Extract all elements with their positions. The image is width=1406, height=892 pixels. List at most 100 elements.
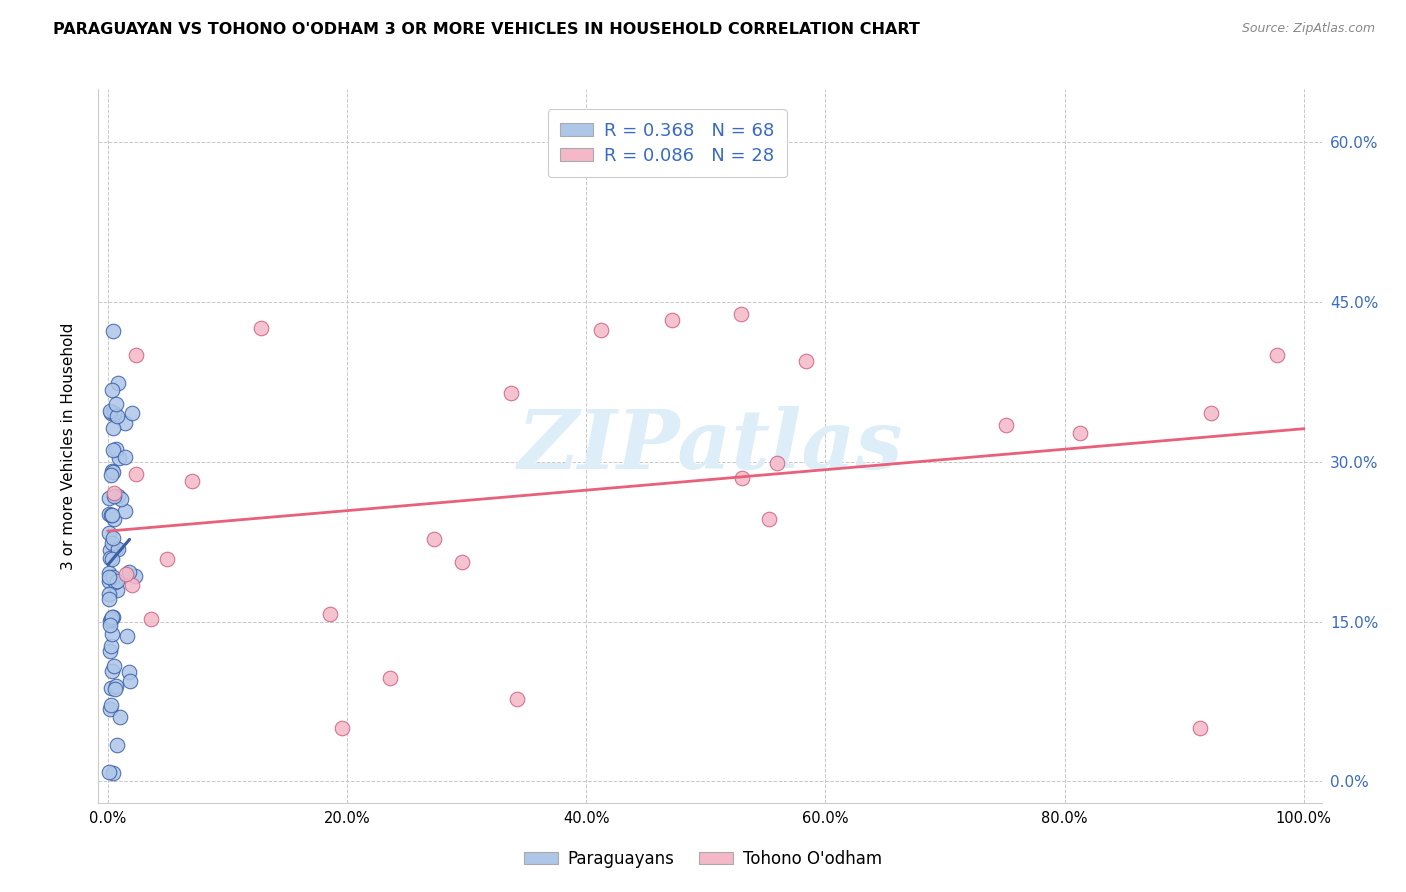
Point xyxy=(994,417,1017,432)
Point xyxy=(104,442,127,456)
Point xyxy=(101,324,124,338)
Point xyxy=(104,682,127,697)
Point xyxy=(103,486,125,500)
Point xyxy=(124,569,146,583)
Point xyxy=(104,679,127,693)
Point xyxy=(98,702,121,716)
Point xyxy=(125,467,148,482)
Point xyxy=(499,386,522,401)
Point xyxy=(98,551,121,566)
Point xyxy=(120,673,142,688)
Point xyxy=(423,533,446,547)
Point xyxy=(101,420,124,434)
Point xyxy=(451,555,474,569)
Point xyxy=(101,627,124,641)
Point xyxy=(105,409,128,423)
Point xyxy=(330,721,353,735)
Point xyxy=(107,376,129,390)
Point xyxy=(105,541,128,555)
Point xyxy=(97,525,120,540)
Point xyxy=(141,611,163,625)
Point xyxy=(766,456,789,470)
Point xyxy=(505,692,527,706)
Point xyxy=(103,466,125,480)
Point xyxy=(101,464,124,478)
Point xyxy=(105,574,128,588)
Point xyxy=(1069,426,1091,441)
Point xyxy=(100,468,122,483)
Point xyxy=(108,710,131,724)
Point xyxy=(100,612,122,626)
Point xyxy=(378,671,401,685)
Point xyxy=(98,644,121,658)
Point xyxy=(108,450,131,465)
Point xyxy=(114,450,136,464)
Point xyxy=(100,406,122,420)
Text: Source: ZipAtlas.com: Source: ZipAtlas.com xyxy=(1241,22,1375,36)
Point xyxy=(98,587,121,601)
Point xyxy=(101,610,124,624)
Point xyxy=(121,405,143,419)
Point xyxy=(661,313,683,327)
Point xyxy=(97,491,120,505)
Point xyxy=(105,582,128,597)
Point xyxy=(103,659,125,673)
Point xyxy=(180,475,202,489)
Point xyxy=(118,665,141,680)
Point xyxy=(794,354,817,368)
Point xyxy=(115,566,138,581)
Point xyxy=(97,592,120,607)
Point xyxy=(100,681,122,695)
Point xyxy=(97,566,120,580)
Point xyxy=(1265,347,1288,361)
Point xyxy=(101,535,124,549)
Point xyxy=(758,512,780,526)
Text: PARAGUAYAN VS TOHONO O'ODHAM 3 OR MORE VEHICLES IN HOUSEHOLD CORRELATION CHART: PARAGUAYAN VS TOHONO O'ODHAM 3 OR MORE V… xyxy=(53,22,921,37)
Point xyxy=(97,507,120,521)
Point xyxy=(98,404,121,418)
Point xyxy=(110,491,132,506)
Point xyxy=(101,508,124,522)
Point xyxy=(124,348,146,362)
Point xyxy=(97,574,120,588)
Point xyxy=(114,417,136,431)
Point xyxy=(105,397,128,411)
Point xyxy=(249,321,271,335)
Point xyxy=(101,551,124,566)
Point xyxy=(101,442,124,457)
Point xyxy=(319,607,342,621)
Point xyxy=(121,577,143,591)
Point xyxy=(103,489,125,503)
Point xyxy=(97,570,120,584)
Point xyxy=(103,575,125,590)
Point xyxy=(103,570,125,584)
Point xyxy=(589,323,612,337)
Point xyxy=(98,618,121,632)
Point xyxy=(101,610,124,624)
Point xyxy=(103,406,125,420)
Point xyxy=(107,542,129,557)
Point xyxy=(1189,721,1212,735)
Point xyxy=(1199,406,1222,420)
Point xyxy=(118,565,141,579)
Point xyxy=(730,307,752,321)
Point xyxy=(101,383,124,397)
Point xyxy=(100,640,122,654)
Point xyxy=(98,543,121,558)
Point xyxy=(156,552,179,566)
Point xyxy=(98,764,121,779)
Point xyxy=(103,512,125,526)
Text: ZIPatlas: ZIPatlas xyxy=(517,406,903,486)
Point xyxy=(105,738,128,752)
Legend: Paraguayans, Tohono O'odham: Paraguayans, Tohono O'odham xyxy=(517,844,889,875)
Point xyxy=(100,508,122,522)
Point xyxy=(100,698,122,713)
Point xyxy=(107,489,129,503)
Point xyxy=(101,665,124,679)
Legend: R = 0.368   N = 68, R = 0.086   N = 28: R = 0.368 N = 68, R = 0.086 N = 28 xyxy=(548,109,786,178)
Point xyxy=(731,471,754,485)
Point xyxy=(114,504,136,518)
Point xyxy=(115,628,138,642)
Point xyxy=(101,766,124,780)
Point xyxy=(100,615,122,629)
